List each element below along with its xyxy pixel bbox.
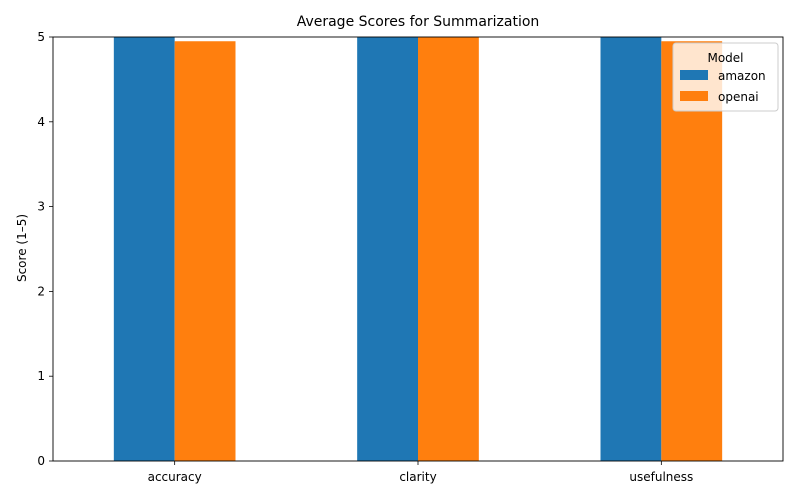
bar-amazon-usefulness bbox=[600, 37, 662, 461]
legend: Model amazon openai bbox=[672, 42, 779, 112]
legend-title: Model bbox=[707, 51, 743, 65]
y-tick-label-2: 2 bbox=[37, 284, 45, 298]
bars-layer bbox=[113, 37, 723, 462]
y-tick-label-1: 1 bbox=[37, 369, 45, 383]
bar-amazon-accuracy bbox=[113, 37, 175, 461]
y-tick-label-0: 0 bbox=[37, 454, 45, 468]
y-tick-label-5: 5 bbox=[37, 30, 45, 44]
y-tick-label-3: 3 bbox=[37, 200, 45, 214]
legend-swatch-openai bbox=[680, 91, 708, 101]
legend-label-amazon: amazon bbox=[718, 69, 766, 83]
axes-layer: accuracy clarity usefulness 0 1 2 3 4 5 bbox=[37, 30, 784, 484]
x-tick-label-accuracy: accuracy bbox=[148, 470, 202, 484]
y-tick-label-4: 4 bbox=[37, 115, 45, 129]
x-tick-label-usefulness: usefulness bbox=[629, 470, 693, 484]
legend-label-openai: openai bbox=[718, 90, 759, 104]
bar-openai-clarity bbox=[418, 37, 479, 461]
bar-openai-accuracy bbox=[174, 41, 236, 462]
chart-title: Average Scores for Summarization bbox=[297, 14, 540, 30]
legend-swatch-amazon bbox=[680, 70, 708, 80]
bar-amazon-clarity bbox=[357, 37, 418, 461]
y-axis-label: Score (1–5) bbox=[15, 214, 29, 282]
x-tick-label-clarity: clarity bbox=[399, 470, 436, 484]
